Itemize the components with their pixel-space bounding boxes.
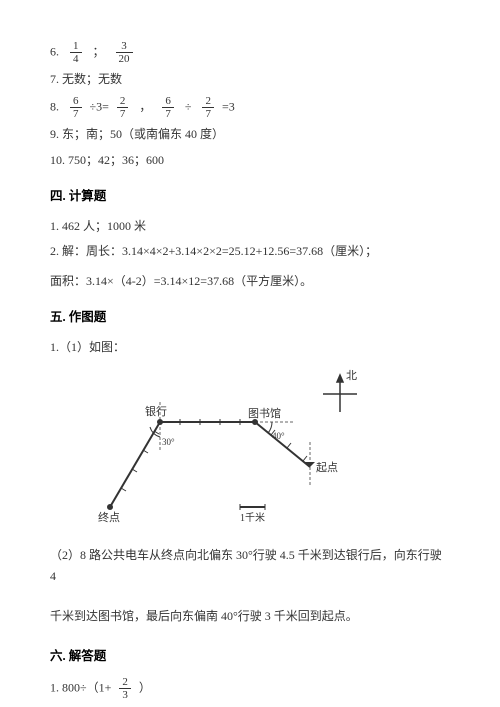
q6-frac1: 14 (70, 40, 82, 65)
scale-label: 1千米 (240, 511, 265, 524)
s6-1-fn: 2 (119, 676, 131, 689)
q6-f1d: 4 (70, 53, 82, 65)
q8-op1: ÷3= (90, 99, 109, 113)
start-label: 起点 (316, 461, 338, 474)
q8-f2n: 2 (117, 95, 129, 108)
s5-2b: 千米到达图书馆，最后向东偏南 40°行驶 3 千米回到起点。 (50, 606, 450, 628)
s6-1-frac: 23 (119, 676, 131, 701)
seg-end-bank (110, 422, 160, 507)
s6-1-prefix: 1. 800÷（1+ (50, 680, 111, 694)
s4-1: 1. 462 人；1000 米 (50, 216, 450, 238)
q8-eq: =3 (222, 99, 235, 113)
bank-label: 银行 (145, 404, 167, 418)
q8-f3n: 6 (162, 95, 174, 108)
q6-f1n: 1 (70, 40, 82, 53)
compass-arrow (337, 375, 343, 382)
s4-2: 2. 解：周长：3.14×4×2+3.14×2×2=25.12+12.56=37… (50, 241, 450, 263)
section4-title: 四. 计算题 (50, 185, 450, 208)
section6-title: 六. 解答题 (50, 645, 450, 668)
q8-f1n: 6 (70, 95, 82, 108)
q6-f2d: 20 (116, 53, 133, 65)
q8-op2: ÷ (185, 99, 192, 113)
q8-f4n: 2 (202, 95, 214, 108)
q6-frac2: 320 (116, 40, 133, 65)
north-label: 北 (346, 369, 357, 382)
q6-line: 6. 14 ； 320 (50, 40, 450, 65)
end-label: 终点 (98, 510, 120, 524)
point-end (107, 504, 113, 510)
q9-line: 9. 东；南；50（或南偏东 40 度） (50, 124, 450, 146)
q6-num: 6. (50, 44, 59, 58)
q8-frac1: 67 (70, 95, 82, 120)
s5-2: （2）8 路公共电车从终点向北偏东 30°行驶 4.5 千米到达银行后，向东行驶… (50, 545, 450, 588)
point-bank (157, 419, 163, 425)
q8-f1d: 7 (70, 108, 82, 120)
library-label: 图书馆 (248, 406, 281, 420)
seg-lib-start (255, 422, 310, 467)
s6-1-fd: 3 (119, 689, 131, 701)
q8-frac2: 27 (117, 95, 129, 120)
s6-1: 1. 800÷（1+ 23 ） (50, 676, 450, 701)
s4-2b: 面积：3.14×（4-2）=3.14×12=37.68（平方厘米）。 (50, 271, 450, 293)
s6-1-end: ） (139, 680, 151, 694)
q8-f3d: 7 (162, 108, 174, 120)
q8-frac4: 27 (202, 95, 214, 120)
q6-sep: ； (93, 44, 105, 58)
s5-1: 1.（1）如图： (50, 337, 450, 359)
q8-line: 8. 67 ÷3= 27 ， 67 ÷ 27 =3 (50, 95, 450, 120)
section5-title: 五. 作图题 (50, 306, 450, 329)
q8-num: 8. (50, 99, 59, 113)
angle2-label: 40° (272, 431, 285, 441)
q8-f4d: 7 (202, 108, 214, 120)
q7-line: 7. 无数；无数 (50, 69, 450, 91)
angle1-label: 30° (162, 437, 175, 447)
q8-frac3: 67 (162, 95, 174, 120)
route-diagram: 北 银行 图书馆 起点 终点 30° 40° 1千米 (50, 367, 380, 527)
q8-sep: ， (139, 99, 151, 113)
q8-f2d: 7 (117, 108, 129, 120)
q10-line: 10. 750；42；36；600 (50, 150, 450, 172)
q6-f2n: 3 (116, 40, 133, 53)
